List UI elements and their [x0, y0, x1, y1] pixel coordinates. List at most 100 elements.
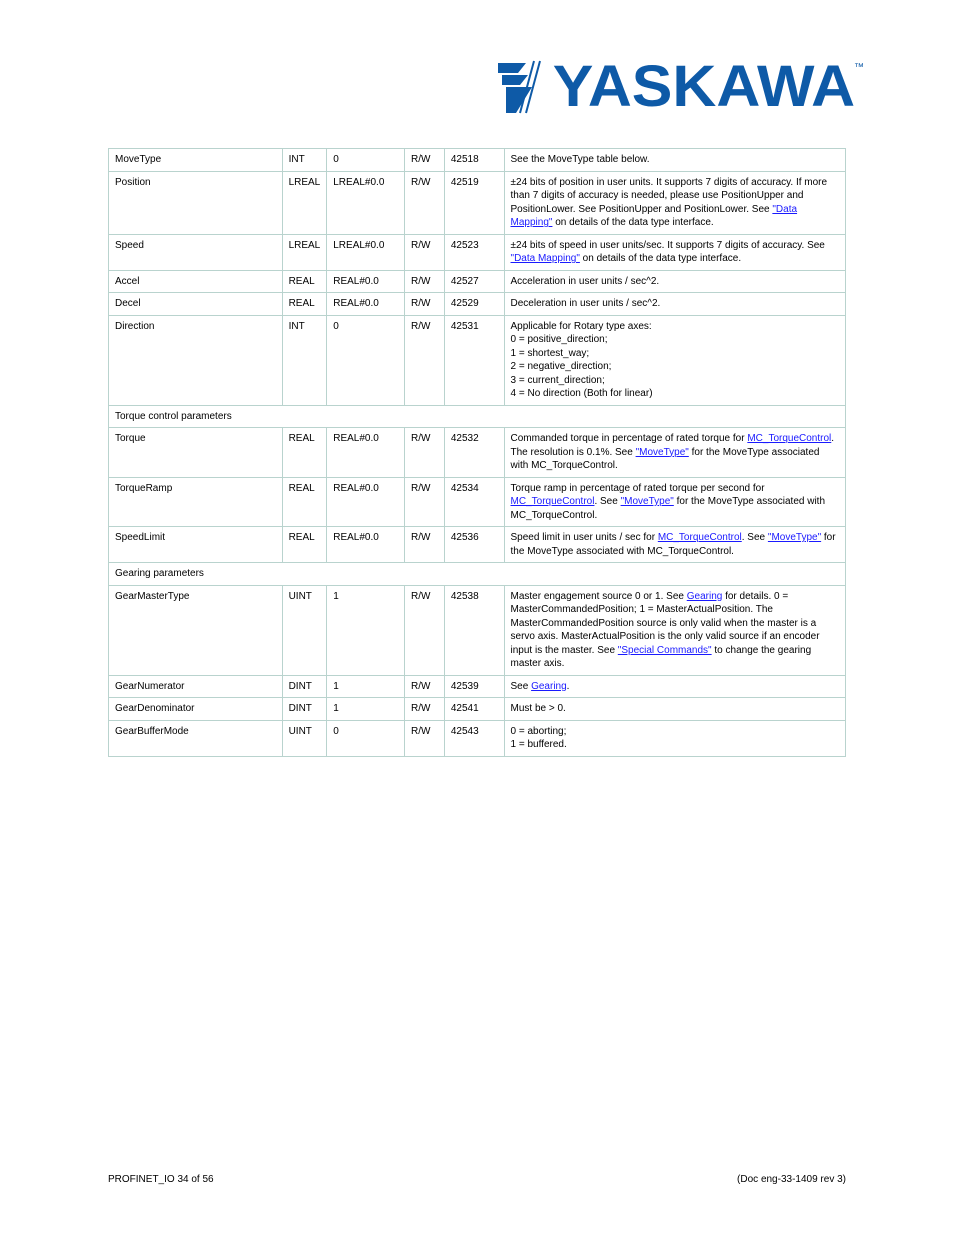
brand-logo: YASKAWA ™: [498, 58, 864, 116]
section-heading: Torque control parameters: [109, 405, 846, 428]
table-cell: R/W: [405, 675, 445, 698]
table-cell: 1: [327, 585, 405, 675]
doc-link[interactable]: "MoveType": [636, 447, 689, 458]
table-cell: DINT: [282, 698, 327, 721]
table-row: PositionLREALLREAL#0.0R/W42519±24 bits o…: [109, 171, 846, 234]
table-cell: GearNumerator: [109, 675, 283, 698]
table-cell: REAL: [282, 293, 327, 316]
table-row: SpeedLREALLREAL#0.0R/W42523±24 bits of s…: [109, 234, 846, 270]
table-row: Torque control parameters: [109, 405, 846, 428]
table-cell: 1: [327, 698, 405, 721]
footer-left: PROFINET_IO 34 of 56: [108, 1174, 214, 1185]
table-row: DecelREALREAL#0.0R/W42529Deceleration in…: [109, 293, 846, 316]
table-cell: R/W: [405, 234, 445, 270]
table-cell: Must be > 0.: [504, 698, 845, 721]
table-cell: 42534: [444, 477, 504, 527]
table-cell: R/W: [405, 270, 445, 293]
table-cell: 1: [327, 675, 405, 698]
table-cell: ±24 bits of position in user units. It s…: [504, 171, 845, 234]
table-cell: R/W: [405, 720, 445, 756]
table-cell: 42532: [444, 428, 504, 478]
table-cell: ±24 bits of speed in user units/sec. It …: [504, 234, 845, 270]
table-cell: Direction: [109, 315, 283, 405]
table-cell: R/W: [405, 698, 445, 721]
doc-link[interactable]: "Special Commands": [618, 645, 712, 656]
brand-name: YASKAWA: [553, 58, 855, 116]
table-cell: 42538: [444, 585, 504, 675]
table-cell: R/W: [405, 171, 445, 234]
table-cell: Speed limit in user units / sec for MC_T…: [504, 527, 845, 563]
doc-link[interactable]: "Data Mapping": [511, 253, 580, 264]
table-cell: Deceleration in user units / sec^2.: [504, 293, 845, 316]
table-row: SpeedLimitREALREAL#0.0R/W42536Speed limi…: [109, 527, 846, 563]
table-cell: MoveType: [109, 149, 283, 172]
table-row: GearNumeratorDINT1R/W42539See Gearing.: [109, 675, 846, 698]
table-cell: R/W: [405, 315, 445, 405]
doc-link[interactable]: MC_TorqueControl: [747, 433, 831, 444]
table-cell: See the MoveType table below.: [504, 149, 845, 172]
doc-link[interactable]: MC_TorqueControl: [658, 532, 742, 543]
table-row: TorqueRampREALREAL#0.0R/W42534Torque ram…: [109, 477, 846, 527]
brand-logo-mark: [498, 59, 554, 115]
table-cell: LREAL#0.0: [327, 171, 405, 234]
table-cell: Torque ramp in percentage of rated torqu…: [504, 477, 845, 527]
doc-link[interactable]: Gearing: [687, 591, 723, 602]
section-heading: Gearing parameters: [109, 563, 846, 586]
brand-tm: ™: [854, 62, 864, 73]
table-cell: 42531: [444, 315, 504, 405]
parameter-table: MoveTypeINT0R/W42518See the MoveType tab…: [108, 148, 846, 757]
table-cell: R/W: [405, 149, 445, 172]
table-cell: 0: [327, 149, 405, 172]
footer-right: (Doc eng-33-1409 rev 3): [737, 1174, 846, 1185]
table-row: DirectionINT0R/W42531Applicable for Rota…: [109, 315, 846, 405]
table-cell: UINT: [282, 585, 327, 675]
table-cell: DINT: [282, 675, 327, 698]
table-cell: 42529: [444, 293, 504, 316]
table-cell: LREAL#0.0: [327, 234, 405, 270]
table-cell: R/W: [405, 585, 445, 675]
page-footer: PROFINET_IO 34 of 56 (Doc eng-33-1409 re…: [108, 1174, 846, 1185]
table-cell: REAL: [282, 477, 327, 527]
table-row: MoveTypeINT0R/W42518See the MoveType tab…: [109, 149, 846, 172]
table-cell: Commanded torque in percentage of rated …: [504, 428, 845, 478]
table-cell: R/W: [405, 428, 445, 478]
table-cell: 42543: [444, 720, 504, 756]
table-cell: LREAL: [282, 234, 327, 270]
doc-link[interactable]: Gearing: [531, 681, 567, 692]
table-cell: 0: [327, 720, 405, 756]
table-cell: 42519: [444, 171, 504, 234]
table-cell: REAL#0.0: [327, 428, 405, 478]
table-cell: Master engagement source 0 or 1. See Gea…: [504, 585, 845, 675]
table-cell: See Gearing.: [504, 675, 845, 698]
doc-link[interactable]: MC_TorqueControl: [511, 496, 595, 507]
table-cell: Torque: [109, 428, 283, 478]
table-cell: 42527: [444, 270, 504, 293]
table-cell: TorqueRamp: [109, 477, 283, 527]
doc-link[interactable]: "Data Mapping": [511, 204, 798, 229]
table-cell: R/W: [405, 527, 445, 563]
table-cell: Applicable for Rotary type axes:0 = posi…: [504, 315, 845, 405]
table-cell: Accel: [109, 270, 283, 293]
table-cell: 42518: [444, 149, 504, 172]
table-cell: 42523: [444, 234, 504, 270]
table-cell: 42536: [444, 527, 504, 563]
table-cell: UINT: [282, 720, 327, 756]
table-cell: REAL: [282, 428, 327, 478]
table-cell: R/W: [405, 293, 445, 316]
table-cell: REAL#0.0: [327, 293, 405, 316]
table-cell: REAL#0.0: [327, 527, 405, 563]
table-cell: GearMasterType: [109, 585, 283, 675]
table-row: AccelREALREAL#0.0R/W42527Acceleration in…: [109, 270, 846, 293]
table-cell: REAL: [282, 270, 327, 293]
doc-link[interactable]: "MoveType": [768, 532, 821, 543]
table-cell: 42539: [444, 675, 504, 698]
table-cell: Position: [109, 171, 283, 234]
doc-link[interactable]: "MoveType": [621, 496, 674, 507]
table-cell: 0 = aborting;1 = buffered.: [504, 720, 845, 756]
table-cell: Speed: [109, 234, 283, 270]
table-cell: INT: [282, 149, 327, 172]
table-cell: REAL#0.0: [327, 270, 405, 293]
table-cell: INT: [282, 315, 327, 405]
table-row: GearMasterTypeUINT1R/W42538Master engage…: [109, 585, 846, 675]
table-row: Gearing parameters: [109, 563, 846, 586]
